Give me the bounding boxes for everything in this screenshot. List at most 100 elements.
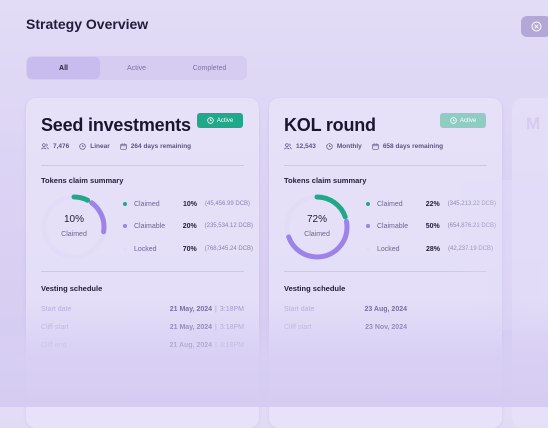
schedule-time: 3:18PM [219, 306, 244, 313]
tab-completed[interactable]: Completed [192, 64, 227, 72]
vesting-schedule-title: Vesting schedule [41, 284, 103, 293]
donut-percent: 10% [63, 214, 84, 225]
days-remaining: 658 days remaining [382, 143, 444, 150]
schedule-row: Cliff end 21 Aug, 2024 | 3:18PM [41, 342, 244, 349]
schedule-date: 21 May, 2024 [169, 306, 213, 313]
vesting-type: Linear [90, 143, 110, 150]
legend-dot [123, 247, 127, 251]
page-title: Strategy Overview [26, 16, 149, 32]
schedule-value: 23 Aug, 2024 [364, 306, 407, 313]
legend-amount: (235,534.12 DCB) [204, 223, 253, 229]
legend-percent: 10% [183, 200, 198, 208]
divider [41, 271, 244, 272]
legend-locked: Locked 70% (768,345.24 DCB) [123, 244, 253, 254]
legend-percent: 28% [426, 245, 441, 253]
tab-active[interactable]: Active [126, 64, 147, 72]
schedule-separator: | [215, 306, 217, 313]
schedule-key: Cliff start [41, 324, 69, 331]
schedule-time: 3:18PM [219, 342, 244, 349]
filter-tabs: All Active Completed [26, 56, 247, 80]
donut-percent: 72% [306, 214, 327, 225]
schedule-row: Cliff start 21 May, 2024 | 3:18PM [41, 324, 244, 331]
donut-label: Claimed [61, 231, 87, 238]
divider [284, 165, 487, 166]
legend-percent: 70% [182, 245, 197, 253]
partial-card-title: M [526, 114, 541, 133]
users-icon [41, 143, 49, 150]
legend-dot [366, 224, 370, 228]
schedule-date: 23 Nov, 2024 [365, 324, 407, 331]
divider [284, 271, 487, 272]
status-badge: Active [440, 113, 486, 128]
legend-dot [123, 224, 127, 228]
clock-icon [450, 117, 457, 124]
close-button[interactable] [521, 16, 548, 37]
legend-dot [123, 202, 127, 206]
legend-dot [366, 247, 370, 251]
schedule-value: 21 Aug, 2024 | 3:18PM [170, 342, 245, 349]
schedule-value: 23 Nov, 2024 [365, 324, 407, 331]
legend-claimable: Claimable 20% (235,534.12 DCB) [123, 221, 253, 231]
calendar-icon [120, 143, 127, 150]
schedule-date: 21 Aug, 2024 [169, 342, 213, 349]
card-meta: 7,476 Linear 264 days remaining [41, 143, 201, 150]
legend-name: Locked [134, 245, 157, 253]
legend-name: Claimed [134, 200, 160, 208]
legend-dot [366, 202, 370, 206]
donut-claimed-arc [284, 194, 350, 260]
claim-donut [41, 194, 107, 260]
legend-amount: (654,876.21 DCB) [447, 223, 496, 229]
status-badge-label: Active [459, 117, 477, 124]
legend-name: Claimed [377, 200, 403, 208]
close-icon [531, 21, 541, 32]
schedule-row: Cliff start 23 Nov, 2024 [284, 324, 487, 331]
divider [41, 165, 244, 166]
calendar-icon [372, 143, 379, 150]
schedule-value: 21 May, 2024 | 3:18PM [170, 324, 244, 331]
legend-locked: Locked 28% (42,237.19 DCB) [366, 244, 496, 254]
participants-count: 7,476 [53, 143, 70, 150]
clock-icon [79, 143, 86, 150]
status-badge: Active [197, 113, 243, 128]
schedule-key: Start date [284, 306, 315, 313]
donut-label: Claimed [304, 231, 330, 238]
schedule-row: Start date 23 Aug, 2024 [284, 306, 487, 313]
legend-amount: (45,456.99 DCB) [205, 201, 251, 207]
legend-amount: (42,237.19 DCB) [448, 246, 494, 252]
schedule-key: Start date [41, 306, 72, 313]
strategy-card-partial[interactable] [512, 98, 548, 428]
legend-percent: 22% [425, 200, 440, 208]
legend-claimed: Claimed 22% (345,213.22 DCB) [366, 199, 496, 209]
schedule-time: 3:18PM [219, 324, 244, 331]
legend-claimed: Claimed 10% (45,456.99 DCB) [123, 199, 253, 209]
donut-claimed-arc [41, 194, 107, 260]
tab-all[interactable]: All [27, 57, 100, 79]
strategy-card-kol[interactable]: KOL round Active 12,543 Monthly [269, 98, 502, 428]
schedule-separator: | [215, 324, 217, 331]
participants-count: 12,543 [296, 143, 316, 150]
schedule-row: Start date 21 May, 2024 | 3:18PM [41, 306, 244, 313]
vesting-type: Monthly [336, 143, 362, 150]
schedule-value: 21 May, 2024 | 3:18PM [170, 306, 244, 313]
legend-name: Locked [377, 245, 400, 253]
strategy-card-seed[interactable]: Seed investments Active 7,476 Linear [26, 98, 259, 428]
claim-donut [284, 194, 350, 260]
users-icon [284, 143, 292, 150]
schedule-separator: | [215, 342, 217, 349]
card-title: Seed investments [41, 115, 191, 135]
schedule-key: Cliff end [41, 342, 67, 349]
schedule-date: 21 May, 2024 [169, 324, 213, 331]
vesting-schedule-title: Vesting schedule [284, 284, 346, 293]
card-title: KOL round [284, 115, 376, 135]
claim-summary-title: Tokens claim summary [41, 176, 124, 185]
schedule-key: Cliff start [284, 324, 312, 331]
legend-name: Claimable [134, 222, 166, 230]
legend-percent: 50% [425, 222, 440, 230]
clock-icon [326, 143, 333, 150]
days-remaining: 264 days remaining [130, 143, 192, 150]
donut-claimable-arc [41, 194, 107, 260]
legend-amount: (768,345.24 DCB) [204, 246, 253, 252]
claim-summary-title: Tokens claim summary [284, 176, 367, 185]
legend-claimable: Claimable 50% (654,876.21 DCB) [366, 221, 496, 231]
card-meta: 12,543 Monthly 658 days remaining [284, 143, 453, 150]
